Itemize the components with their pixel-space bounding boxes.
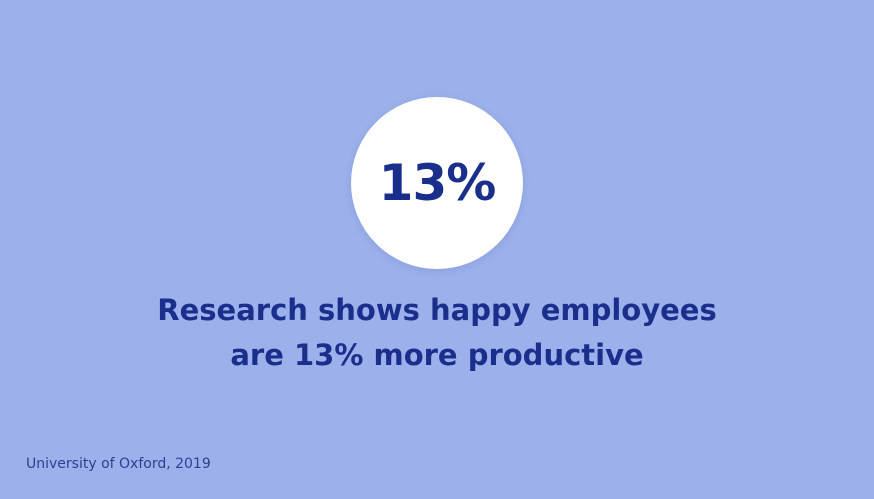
source: University of Oxford, 2019 <box>26 456 211 472</box>
stat: 13% <box>378 154 497 212</box>
stat-circle: 13% <box>351 97 523 269</box>
headline-line: Research shows happy employees <box>157 293 717 327</box>
headline-line: are 13% more productive <box>230 338 644 372</box>
